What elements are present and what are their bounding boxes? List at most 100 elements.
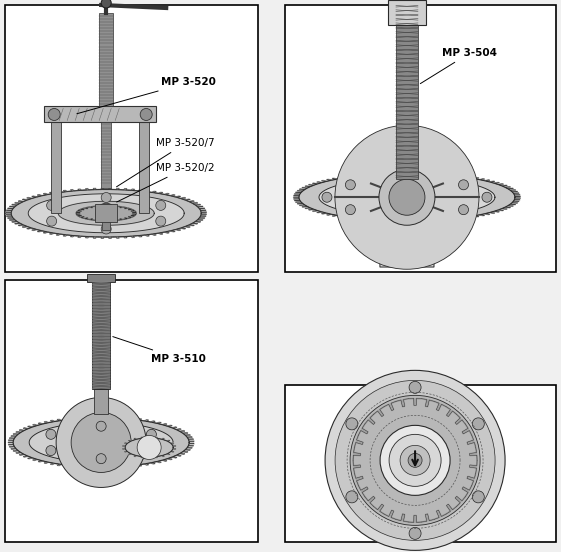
Polygon shape (488, 181, 495, 183)
Polygon shape (160, 459, 167, 461)
Circle shape (48, 109, 60, 120)
Polygon shape (33, 459, 40, 460)
Polygon shape (79, 216, 84, 218)
Polygon shape (295, 193, 301, 195)
Polygon shape (6, 213, 11, 215)
Polygon shape (70, 235, 77, 237)
Circle shape (400, 445, 430, 475)
Polygon shape (294, 198, 300, 200)
Polygon shape (91, 188, 99, 190)
Polygon shape (113, 220, 119, 221)
Polygon shape (106, 188, 114, 189)
Polygon shape (488, 212, 495, 214)
Circle shape (346, 491, 358, 503)
Polygon shape (496, 184, 503, 185)
Polygon shape (426, 220, 434, 222)
Polygon shape (11, 448, 17, 449)
Polygon shape (160, 423, 167, 426)
Polygon shape (10, 437, 15, 439)
Polygon shape (6, 211, 11, 213)
Circle shape (47, 216, 57, 226)
Polygon shape (13, 449, 19, 452)
Polygon shape (509, 189, 516, 191)
Circle shape (472, 491, 484, 503)
Polygon shape (19, 453, 26, 455)
Polygon shape (514, 194, 520, 195)
Circle shape (325, 370, 505, 550)
Polygon shape (99, 220, 106, 221)
Polygon shape (365, 496, 375, 506)
Bar (388, 0, 426, 25)
Polygon shape (201, 213, 206, 215)
Polygon shape (173, 196, 181, 198)
Polygon shape (477, 179, 485, 181)
Polygon shape (44, 461, 51, 463)
Polygon shape (344, 217, 351, 218)
Polygon shape (200, 210, 206, 211)
Bar (94, 390, 108, 415)
Polygon shape (317, 211, 324, 213)
Polygon shape (142, 463, 149, 465)
Polygon shape (170, 456, 177, 458)
Polygon shape (305, 207, 312, 209)
Polygon shape (12, 221, 19, 222)
Polygon shape (15, 203, 21, 204)
Polygon shape (121, 466, 128, 468)
Polygon shape (173, 229, 181, 231)
Polygon shape (454, 175, 460, 177)
Polygon shape (165, 453, 170, 455)
Polygon shape (7, 210, 12, 211)
Polygon shape (191, 203, 197, 204)
Polygon shape (300, 204, 306, 206)
Polygon shape (309, 184, 316, 186)
Polygon shape (28, 194, 184, 233)
Polygon shape (305, 186, 312, 187)
Polygon shape (18, 201, 25, 203)
Circle shape (389, 179, 425, 215)
Polygon shape (153, 456, 159, 458)
Polygon shape (355, 473, 363, 486)
Polygon shape (106, 220, 113, 221)
Polygon shape (332, 215, 339, 216)
Circle shape (96, 203, 116, 223)
Polygon shape (33, 424, 40, 426)
Polygon shape (196, 206, 203, 208)
Polygon shape (509, 204, 516, 205)
Polygon shape (357, 174, 364, 176)
Polygon shape (184, 434, 190, 436)
Polygon shape (184, 449, 190, 450)
Polygon shape (434, 173, 440, 174)
Polygon shape (172, 448, 176, 450)
Polygon shape (43, 231, 50, 233)
Polygon shape (295, 200, 301, 201)
Polygon shape (63, 465, 71, 466)
Polygon shape (37, 195, 44, 197)
Bar (101, 123, 111, 188)
Polygon shape (312, 183, 320, 184)
Polygon shape (142, 235, 149, 236)
Polygon shape (10, 445, 15, 448)
Polygon shape (99, 467, 107, 469)
Circle shape (409, 527, 421, 539)
Polygon shape (122, 445, 126, 448)
Polygon shape (11, 436, 17, 437)
Polygon shape (299, 173, 515, 221)
Polygon shape (146, 437, 153, 438)
Polygon shape (99, 416, 107, 418)
Polygon shape (92, 467, 99, 469)
Polygon shape (514, 195, 520, 197)
Polygon shape (99, 188, 106, 189)
Polygon shape (420, 173, 426, 174)
Polygon shape (199, 217, 205, 219)
Circle shape (137, 436, 161, 459)
Polygon shape (77, 466, 85, 468)
Polygon shape (50, 420, 57, 422)
Polygon shape (154, 422, 161, 424)
Polygon shape (421, 514, 434, 522)
Polygon shape (135, 419, 142, 421)
Polygon shape (169, 442, 174, 445)
Polygon shape (125, 442, 129, 445)
Polygon shape (511, 191, 518, 193)
Polygon shape (500, 185, 507, 187)
Polygon shape (77, 236, 84, 237)
